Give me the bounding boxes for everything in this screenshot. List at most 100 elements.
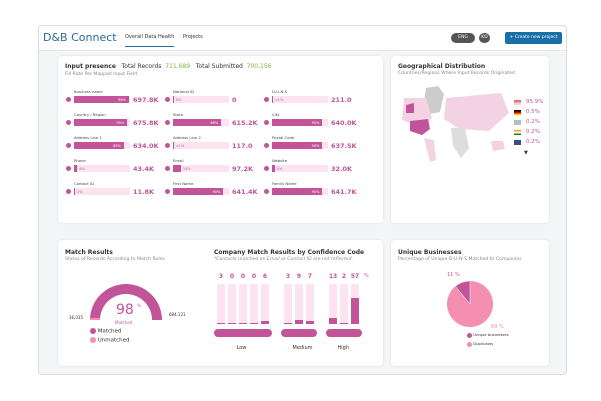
- field-label: Family Name: [272, 181, 297, 186]
- fill-rate-percent: 6%: [79, 166, 85, 171]
- field-label: Business name: [74, 89, 103, 94]
- fill-rate-bar: 90%: [272, 188, 328, 195]
- confidence-bar-fill: [261, 321, 269, 324]
- confidence-bar: [306, 284, 314, 324]
- confidence-value-label: 2: [341, 273, 347, 280]
- field-fill-rate: Postal Code 90% 637.5K: [264, 135, 369, 155]
- fill-rate-bar: 98%: [74, 96, 130, 103]
- matched-count: 684,121: [169, 312, 186, 317]
- confidence-code-label: 0: [218, 341, 221, 346]
- field-count: 637.5K: [331, 142, 357, 150]
- legend-label: Duplicates: [473, 341, 494, 346]
- id-icon: [165, 97, 170, 102]
- map-pin-icon: [66, 143, 71, 148]
- confidence-value-label: 0: [229, 273, 235, 280]
- field-count: 97.2K: [232, 165, 254, 173]
- in-flag-icon: [514, 130, 521, 135]
- fill-rate-fill: [74, 96, 129, 103]
- field-label: D-U-N-S: [272, 89, 288, 94]
- fill-rate-percent: 90%: [311, 189, 320, 194]
- fill-rate-fill: [173, 96, 174, 103]
- confidence-code-label: 8: [330, 341, 333, 346]
- confidence-value-label: 9: [296, 273, 302, 280]
- total-submitted-label: Total Submitted: [195, 63, 243, 70]
- field-count: 641.4K: [232, 188, 258, 196]
- us-flag-icon: [514, 100, 521, 105]
- field-count: 697.8K: [133, 96, 159, 104]
- user-avatar[interactable]: KD: [479, 33, 490, 43]
- person-icon: [264, 189, 269, 194]
- field-fill-rate: First Name 90% 641.4K: [165, 181, 270, 201]
- legend-unique: Unique businesses: [467, 332, 509, 338]
- map-pin-icon: [165, 143, 170, 148]
- tab-projects[interactable]: Projects: [183, 34, 203, 40]
- field-label: Postal Code: [272, 135, 295, 140]
- fill-rate-fill: [74, 119, 128, 126]
- fill-rate-fill: [74, 188, 76, 195]
- input-presence-header: Input presence Total Records 711,689 Tot…: [65, 63, 271, 70]
- confidence-bar: [295, 284, 303, 324]
- fill-rate-bar: 89%: [74, 142, 130, 149]
- fill-rate-percent: 2%: [77, 189, 83, 194]
- language-button[interactable]: ENG: [451, 33, 475, 43]
- confidence-code-label: 4: [262, 341, 265, 346]
- card-title: Match Results: [65, 249, 113, 256]
- field-count: 634.0K: [133, 142, 159, 150]
- field-count: 43.4K: [133, 165, 155, 173]
- match-card: Match Results Status of Records Accordin…: [58, 240, 383, 366]
- confidence-bar-fill: [329, 318, 337, 324]
- field-fill-rate: Address Line 1 89% 634.0K: [66, 135, 171, 155]
- confidence-bar: [239, 284, 247, 324]
- confidence-bar-fill: [250, 322, 258, 324]
- fill-rate-percent: 5%: [276, 166, 283, 171]
- field-fill-rate: Address Line 2 <1% 117.0: [165, 135, 270, 155]
- legend-unmatched: Unmatched: [90, 337, 130, 344]
- confidence-bar-fill: [217, 322, 225, 324]
- field-label: Country / Region: [74, 112, 106, 117]
- field-fill-rate: National ID 0% 0: [165, 89, 270, 109]
- confidence-code-label: 1: [229, 341, 232, 346]
- create-project-button[interactable]: + Create new project: [505, 32, 562, 44]
- geo-card: Geographical Distribution Countries/Regi…: [391, 56, 549, 223]
- building-icon: [66, 97, 71, 102]
- confidence-value-label: 7: [307, 273, 313, 280]
- chart-title: Company Match Results by Confidence Code: [214, 249, 365, 256]
- confidence-code-label: 3: [251, 341, 254, 346]
- field-label: Phone: [74, 158, 86, 163]
- card-title: Geographical Distribution: [398, 63, 486, 70]
- logo: D&B Connect: [43, 31, 117, 44]
- confidence-code-label: 6: [296, 341, 299, 346]
- fill-rate-fill: [272, 165, 275, 172]
- tab-overall-data-health[interactable]: Overall Data Health: [125, 34, 175, 47]
- country-percent: 0.2%: [526, 129, 540, 135]
- fill-rate-bar: 90%: [272, 119, 328, 126]
- total-records-label: Total Records: [121, 63, 162, 70]
- fill-rate-percent: 90%: [212, 189, 221, 194]
- confidence-bar: [340, 284, 348, 324]
- total-submitted-value: 700,156: [246, 63, 272, 70]
- field-count: 0: [232, 96, 237, 104]
- legend-duplicates: Duplicates: [467, 341, 493, 347]
- fill-rate-fill: [173, 119, 222, 126]
- confidence-code-group: 8 9 10: [326, 329, 362, 346]
- percent-sign: %: [364, 273, 369, 279]
- contact-icon: [66, 189, 71, 194]
- field-count: 211.0: [331, 96, 352, 104]
- confidence-bar-fill: [239, 322, 247, 324]
- field-fill-rate: Contact ID 2% 11.8K: [66, 181, 171, 201]
- confidence-code-label: 5: [285, 341, 288, 346]
- confidence-code-label: 7: [307, 341, 310, 346]
- match-percent: 98: [116, 302, 134, 318]
- confidence-bar: [284, 284, 292, 324]
- fill-rate-bar: 90%: [173, 188, 229, 195]
- fill-rate-percent: 95%: [116, 120, 125, 125]
- unique-percent-label: 11 %: [447, 272, 460, 278]
- match-gauge: [90, 284, 162, 320]
- field-fill-rate: Family Name 90% 641.7K: [264, 181, 369, 201]
- confidence-bar: [217, 284, 225, 324]
- fill-rate-percent: 86%: [210, 120, 219, 125]
- de-flag-icon: [514, 110, 521, 115]
- scroll-down-icon[interactable]: ▼: [524, 150, 528, 156]
- field-label: First Name: [173, 181, 194, 186]
- fill-rate-fill: [173, 188, 224, 195]
